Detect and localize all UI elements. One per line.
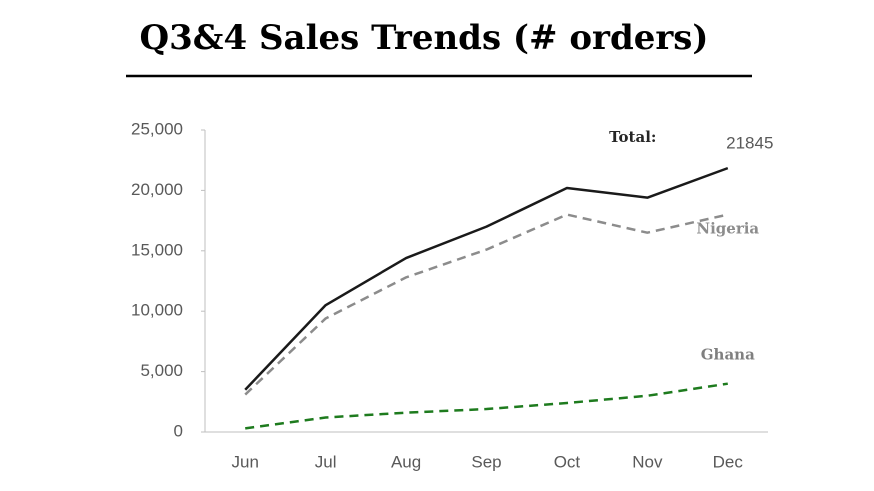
x-tick-label: Jul <box>315 452 337 471</box>
x-tick-label: Jun <box>232 452 259 471</box>
y-tick-label: 5,000 <box>140 361 183 380</box>
data-label: 21845 <box>726 134 773 153</box>
series-line <box>244 213 729 396</box>
chart-title: Q3&4 Sales Trends (# orders) <box>140 18 709 58</box>
series-label: Total: <box>609 128 656 146</box>
x-tick-label: Dec <box>713 452 744 471</box>
x-tick-label: Nov <box>632 452 663 471</box>
series-line <box>244 166 729 391</box>
y-tick-label: 20,000 <box>131 180 183 199</box>
series-line <box>245 382 728 430</box>
y-tick-label: 0 <box>174 421 183 440</box>
x-tick-label: Oct <box>554 452 581 471</box>
y-tick-label: 10,000 <box>131 301 183 320</box>
x-tick-label: Sep <box>471 452 501 471</box>
series-label: Nigeria <box>696 220 759 238</box>
series-label: Ghana <box>701 346 755 364</box>
y-tick-label: 25,000 <box>131 119 183 138</box>
y-tick-label: 15,000 <box>131 240 183 259</box>
x-tick-label: Aug <box>391 452 421 471</box>
